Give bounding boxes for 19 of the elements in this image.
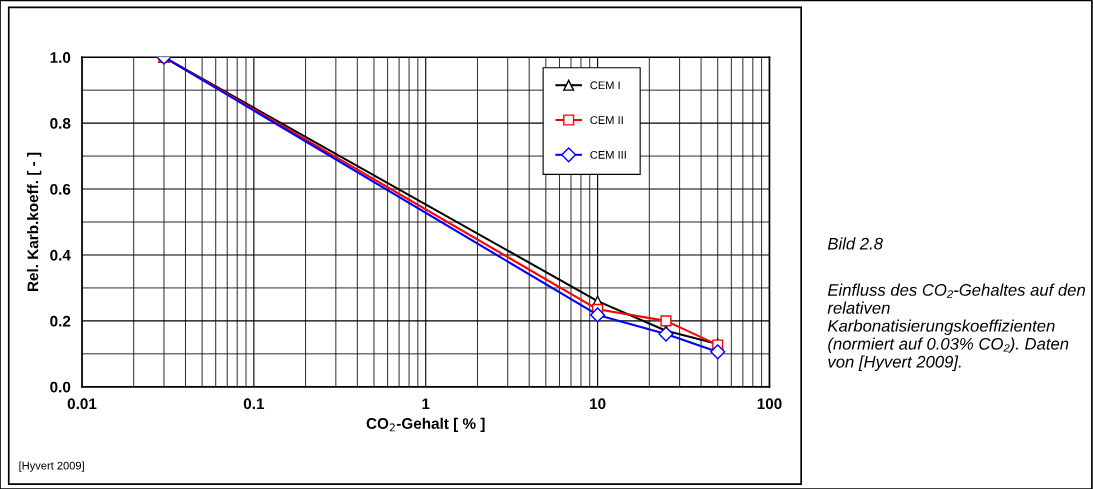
x-axis-title: CO$_{2}$-Gehalt [ % ]	[366, 417, 485, 432]
x-tick-label: 1	[422, 398, 430, 409]
y-tick-label: 0.4	[50, 249, 71, 261]
y-tick-label: 0.6	[50, 183, 71, 195]
y-tick-label: 0.8	[50, 118, 71, 129]
x-tick-label: 100	[757, 398, 782, 410]
y-tick-label: 0.2	[50, 315, 71, 327]
legend-label: CEM II	[590, 116, 623, 125]
y-tick-label: 1.0	[50, 52, 71, 63]
legend-label: CEM I	[590, 81, 620, 90]
legend-label: CEM III	[590, 150, 626, 159]
text: [Hyvert 2009]	[19, 461, 84, 472]
y-axis-title: Rel. Karb.koeff. [ - ]	[27, 152, 42, 292]
x-tick-label: 10	[590, 398, 606, 410]
y-tick-label: 0.0	[50, 381, 71, 393]
x-tick-label: 0.01	[67, 398, 97, 410]
x-tick-label: 0.1	[243, 398, 265, 410]
text: Einfluss des CO₂-Gehaltes auf den relativen Karbonatisierungskoeffizienten (normiert auf 0.03% CO₂). Daten von [Hyvert 2009].	[827, 283, 1085, 371]
text: Bild 2.8	[827, 237, 883, 250]
